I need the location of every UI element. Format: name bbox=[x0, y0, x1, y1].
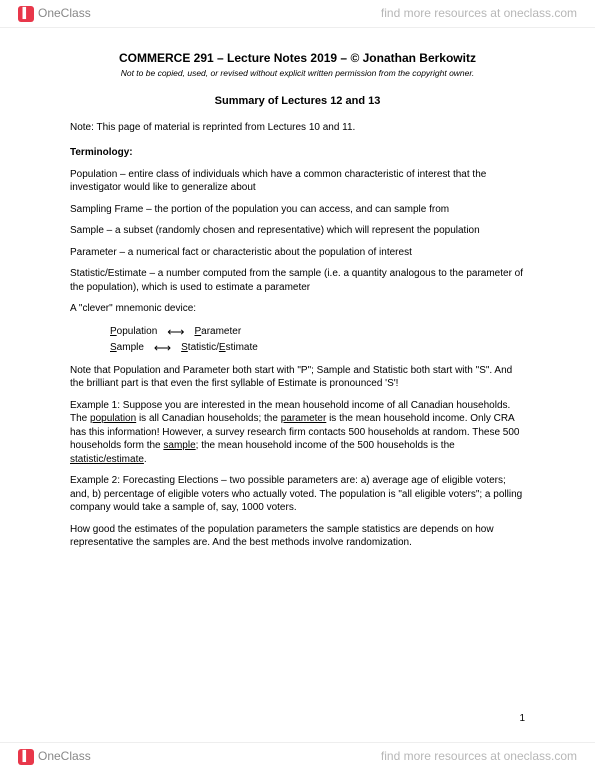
page-number: 1 bbox=[519, 712, 525, 726]
doc-subtitle: Not to be copied, used, or revised witho… bbox=[70, 68, 525, 79]
brand-text: OneClass bbox=[38, 5, 91, 21]
footer-bar: ▌ OneClass find more resources at onecla… bbox=[0, 742, 595, 770]
arrow-icon: ⟷ bbox=[167, 324, 184, 340]
mnemonic-row-1: Population ⟷ Parameter bbox=[110, 324, 525, 340]
mnemonic-intro: A "clever" mnemonic device: bbox=[70, 302, 525, 316]
term-sample: Sample – a subset (randomly chosen and r… bbox=[70, 224, 525, 238]
mnemonic-statistic: Statistic/Estimate bbox=[181, 341, 258, 355]
footer-find-more[interactable]: find more resources at oneclass.com bbox=[381, 748, 577, 764]
mnemonic-note: Note that Population and Parameter both … bbox=[70, 364, 525, 391]
mnemonic-parameter: Parameter bbox=[194, 325, 241, 339]
brand-footer[interactable]: ▌ OneClass bbox=[18, 748, 91, 764]
note-line: Note: This page of material is reprinted… bbox=[70, 121, 525, 135]
mnemonic-row-2: Sample ⟷ Statistic/Estimate bbox=[110, 340, 525, 356]
document-page: COMMERCE 291 – Lecture Notes 2019 – © Jo… bbox=[0, 40, 595, 730]
brand-icon: ▌ bbox=[18, 749, 34, 765]
mnemonic-population: Population bbox=[110, 325, 157, 339]
example-1: Example 1: Suppose you are interested in… bbox=[70, 399, 525, 467]
doc-title: COMMERCE 291 – Lecture Notes 2019 – © Jo… bbox=[70, 50, 525, 66]
term-population: Population – entire class of individuals… bbox=[70, 168, 525, 195]
terminology-header: Terminology: bbox=[70, 146, 525, 160]
brand-icon: ▌ bbox=[18, 6, 34, 22]
term-statistic: Statistic/Estimate – a number computed f… bbox=[70, 267, 525, 294]
term-sampling-frame: Sampling Frame – the portion of the popu… bbox=[70, 203, 525, 217]
term-parameter: Parameter – a numerical fact or characte… bbox=[70, 246, 525, 260]
header-bar: ▌ OneClass find more resources at onecla… bbox=[0, 0, 595, 28]
mnemonic-sample: Sample bbox=[110, 341, 144, 355]
header-find-more[interactable]: find more resources at oneclass.com bbox=[381, 5, 577, 21]
example-2: Example 2: Forecasting Elections – two p… bbox=[70, 474, 525, 515]
brand[interactable]: ▌ OneClass bbox=[18, 5, 91, 21]
brand-text: OneClass bbox=[38, 748, 91, 764]
arrow-icon: ⟷ bbox=[154, 340, 171, 356]
mnemonic-block: Population ⟷ Parameter Sample ⟷ Statisti… bbox=[110, 324, 525, 356]
section-title: Summary of Lectures 12 and 13 bbox=[70, 94, 525, 109]
closing-para: How good the estimates of the population… bbox=[70, 523, 525, 550]
